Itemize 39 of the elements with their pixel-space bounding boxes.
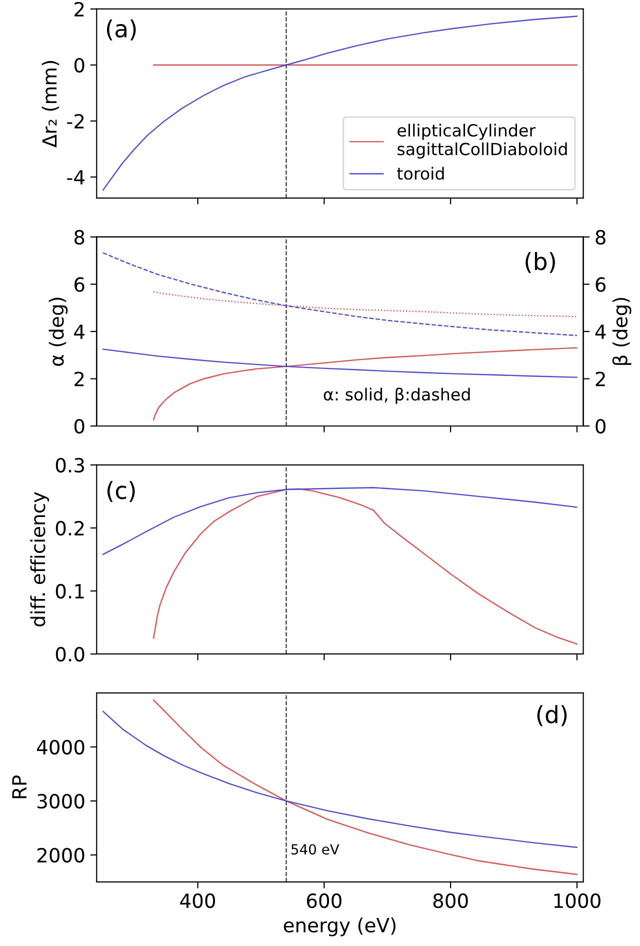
- y-axis-title: Δr₂ (mm): [42, 61, 60, 148]
- y-tick-label: 2: [74, 2, 84, 16]
- y-tick-label: 4000: [36, 740, 84, 755]
- y-tick-label: 0.1: [56, 584, 84, 599]
- x-tick-label: 1000: [554, 893, 600, 908]
- x-tick-label: 600: [306, 893, 342, 908]
- y2-tick-label: 2: [596, 372, 605, 386]
- x-tick-label: 400: [180, 893, 216, 908]
- ref-line-label: 540 eV: [291, 844, 340, 855]
- annotation: (a): [106, 19, 136, 40]
- y2-tick-label: 6: [596, 277, 606, 292]
- y-tick-label: 0.2: [56, 520, 84, 536]
- legend-label: toroid: [397, 166, 444, 180]
- y2-axis-title: β (deg): [612, 298, 632, 365]
- y-tick-label: 6: [74, 277, 84, 292]
- annotation: (b): [526, 252, 555, 274]
- y2-tick-label: 0: [596, 418, 606, 434]
- y-tick-label: 2: [74, 372, 84, 386]
- annotation: (c): [107, 480, 135, 502]
- x-tick-label: 800: [433, 893, 468, 908]
- y-tick-label: 0.3: [56, 458, 84, 473]
- y-tick-label: 8: [74, 230, 84, 245]
- annotation: α: solid, β:dashed: [324, 388, 470, 404]
- x-axis-title: energy (eV): [284, 917, 396, 936]
- y-tick-label: 0.0: [56, 646, 84, 662]
- y-tick-label: 0: [74, 58, 84, 73]
- y-tick-label: 2000: [37, 848, 84, 863]
- y-tick-label: -4: [67, 170, 84, 184]
- y-tick-label: -2: [67, 114, 84, 128]
- y-tick-label: 4: [74, 324, 84, 339]
- y2-tick-label: 8: [596, 230, 606, 245]
- legend-label: ellipticalCylinder sagittalCollDiaboloid: [398, 124, 567, 159]
- y-tick-label: 3000: [38, 794, 84, 809]
- y-axis-title: α (deg): [48, 298, 68, 366]
- y2-tick-label: 4: [595, 324, 606, 339]
- y-axis-title: RP: [12, 775, 26, 798]
- y-axis-title: diff. efficiency: [30, 492, 50, 626]
- annotation: (d): [537, 705, 567, 726]
- y-tick-label: 0: [74, 418, 84, 434]
